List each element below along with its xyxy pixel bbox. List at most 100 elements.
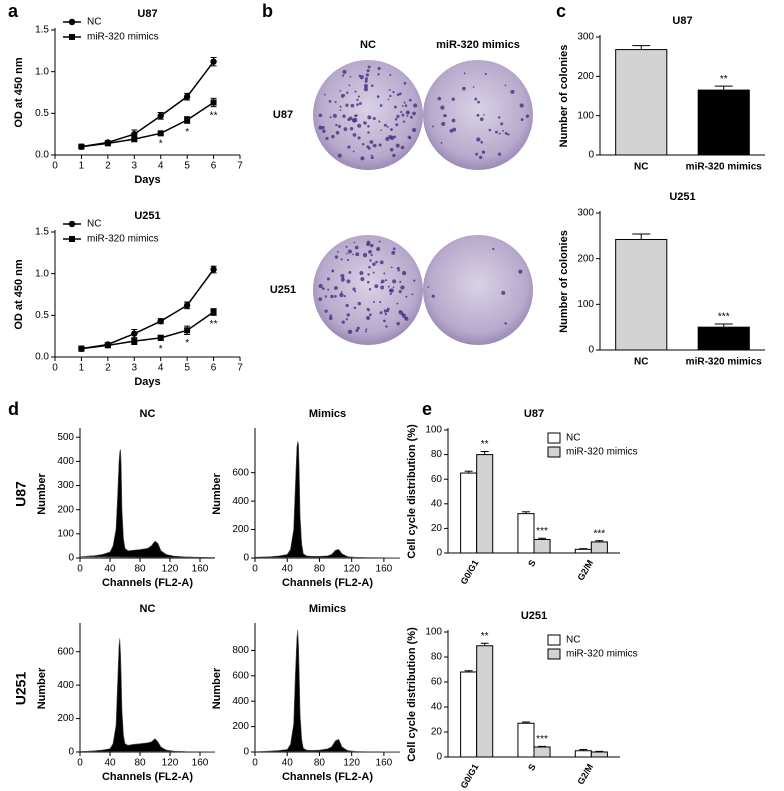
colony <box>387 98 390 101</box>
y-tick-label: 200 <box>232 524 249 535</box>
colony <box>403 101 406 104</box>
colony <box>401 105 404 107</box>
y-tick-label: 0.0 <box>35 150 49 161</box>
colony <box>330 294 334 299</box>
colony <box>379 260 384 265</box>
colony <box>389 73 392 76</box>
y-tick-label: 500 <box>57 432 74 443</box>
colony <box>395 123 399 127</box>
colony <box>334 295 337 298</box>
y-axis-label: Number <box>36 667 48 709</box>
colony <box>339 109 342 111</box>
colony <box>367 65 371 69</box>
x-tick-label: 40 <box>104 564 116 575</box>
significance: * <box>185 338 189 349</box>
panel-label: c <box>556 1 566 21</box>
legend-swatch <box>547 432 561 444</box>
colony <box>380 129 383 132</box>
colony <box>341 74 345 77</box>
legend-swatch <box>547 446 561 458</box>
colony <box>332 113 337 118</box>
colony <box>354 90 357 93</box>
colony <box>399 92 402 96</box>
colony <box>324 295 328 298</box>
x-tick-label: S <box>526 558 538 568</box>
colony <box>370 253 373 257</box>
bar <box>697 89 750 156</box>
histogram-area <box>254 630 401 753</box>
y-tick-label: 0.5 <box>35 310 49 321</box>
chart-title: U87 <box>137 8 157 20</box>
bar <box>476 645 494 758</box>
colony <box>372 144 375 147</box>
legend-label: miR-320 mimics <box>87 234 159 245</box>
colony <box>326 277 330 281</box>
colony <box>352 253 354 256</box>
y-tick-label: 0 <box>436 752 442 763</box>
y-tick-label: 100 <box>577 299 594 310</box>
colony <box>406 114 409 117</box>
y-tick-label: 40 <box>431 498 443 509</box>
colony <box>451 97 455 101</box>
colony <box>357 95 360 98</box>
colony <box>343 127 348 132</box>
colony <box>363 87 369 92</box>
colony <box>376 95 380 98</box>
y-tick-label: 1.0 <box>35 268 49 279</box>
colony <box>329 314 333 318</box>
x-tick-label: S <box>526 762 538 772</box>
colony <box>399 280 402 283</box>
colony <box>479 117 484 122</box>
marker <box>131 330 138 337</box>
y-tick-label: 0 <box>68 747 74 758</box>
chart-title: NC <box>140 603 156 615</box>
colony <box>504 84 507 87</box>
legend-marker <box>69 34 75 40</box>
x-tick-label: 120 <box>343 758 360 769</box>
panel-label: d <box>8 399 19 419</box>
colony <box>386 125 389 128</box>
y-tick-label: 600 <box>232 467 249 478</box>
colony <box>355 252 360 257</box>
colony <box>349 127 354 131</box>
chart-title: U87 <box>672 15 692 27</box>
colony <box>346 313 351 317</box>
marker <box>78 143 85 150</box>
colony <box>374 284 379 289</box>
colony <box>342 277 345 280</box>
legend-swatch <box>547 648 561 660</box>
colony <box>475 152 479 156</box>
significance: * <box>159 344 163 355</box>
colony <box>403 81 407 85</box>
marker <box>210 58 217 65</box>
bar <box>517 722 535 758</box>
colony <box>392 247 396 251</box>
x-tick-label: G0/G1 <box>459 558 481 586</box>
colony <box>388 134 393 139</box>
bar <box>460 671 478 758</box>
colony <box>476 113 480 117</box>
colony <box>372 117 376 121</box>
colony <box>377 73 380 76</box>
colony <box>378 240 381 243</box>
colony <box>355 328 359 333</box>
x-tick-label: 1 <box>79 363 85 374</box>
colony <box>390 128 393 131</box>
colony <box>359 270 364 275</box>
colony <box>329 116 332 119</box>
colony <box>463 72 466 75</box>
colony <box>369 313 372 317</box>
chart-title: NC <box>140 408 156 420</box>
colony <box>478 155 483 160</box>
colony <box>394 117 398 121</box>
colony <box>404 316 409 321</box>
colony <box>322 129 326 134</box>
colony <box>440 141 443 144</box>
marker <box>183 302 191 309</box>
colony <box>345 318 348 321</box>
legend-label: miR-320 mimics <box>566 447 638 458</box>
colony <box>363 83 369 89</box>
x-tick-label: 1 <box>79 161 85 172</box>
colony <box>389 288 394 293</box>
x-tick-label: 2 <box>105 363 111 374</box>
